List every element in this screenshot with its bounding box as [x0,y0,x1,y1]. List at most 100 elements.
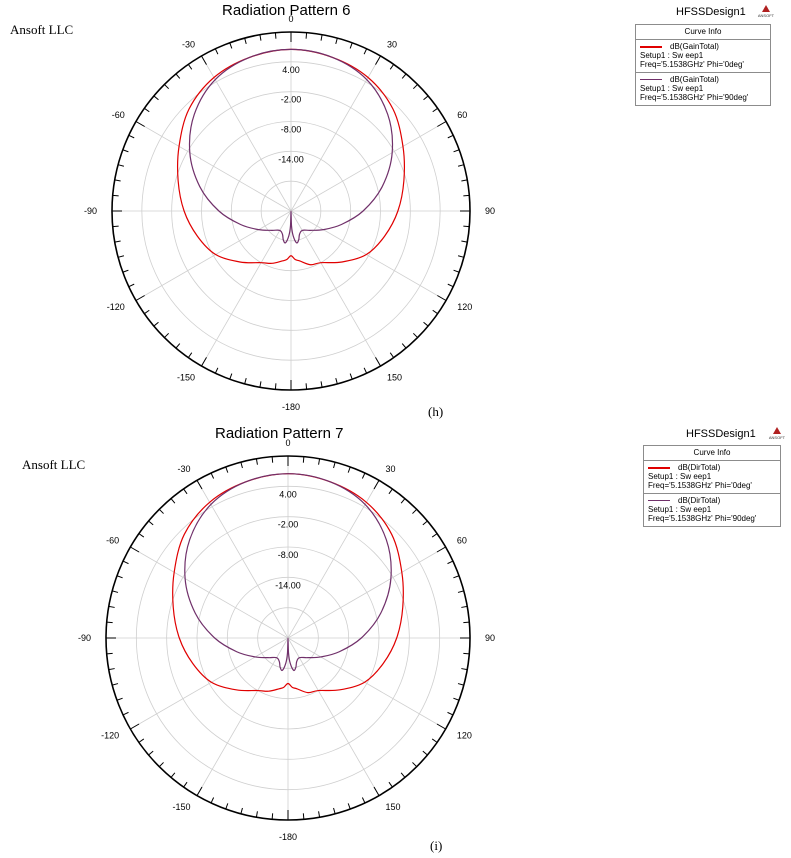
angle-tick [106,621,113,624]
angle-tick [423,95,429,101]
angle-tick [164,332,170,338]
angle-tick [135,295,145,301]
angle-tick [210,472,215,479]
grid-spoke [287,637,380,796]
radial-tick-label: -8.00 [278,550,299,560]
angle-tick [437,121,447,127]
angle-tick [453,269,460,273]
angle-ticks [112,32,470,390]
angle-tick [447,560,454,565]
angle-tick [196,480,203,490]
angle-tick [302,813,305,820]
angle-tick [349,373,353,380]
angle-tick [148,750,154,756]
angle-tick [122,560,129,565]
grid-spoke [135,210,292,301]
angle-tick [375,357,381,367]
angle-tick [214,367,219,374]
angle-tick [463,194,470,197]
angle-tick [274,32,277,39]
angle-tick [108,668,115,671]
angle-tick-label: 0 [288,14,293,24]
angle-tick-label: 150 [387,372,402,382]
series-line [176,48,406,266]
angle-tick [144,309,150,315]
angle-tick [244,37,247,45]
angle-tick [447,134,454,139]
grid-spoke [287,480,380,639]
legend-swatch [640,46,662,48]
grid-spoke [135,121,292,212]
angle-tick-label: -90 [78,633,91,643]
angle-tick [225,466,229,473]
grid-spoke [290,55,381,212]
angle-tick [271,813,274,820]
legend-title: Curve Info [636,25,770,40]
angle-tick-label: 150 [386,802,401,812]
logo-text: ANSOFT [758,13,775,18]
legend: Curve Info dB(GainTotal) Setup1 : Sw eep… [635,24,771,106]
radial-tick-label: -8.00 [281,125,302,135]
angle-tick [210,797,215,804]
angle-tick [375,55,381,65]
grid-spoke [290,210,447,301]
radial-tick-label: -2.00 [281,95,302,105]
angle-tick [412,508,418,514]
angle-tick [388,488,393,495]
angle-tick [158,762,164,768]
angle-tick [112,225,119,228]
angle-tick [373,480,380,490]
angle-tick [153,321,159,327]
angle-tick-label: -60 [112,110,125,120]
radial-tick-label: -14.00 [278,154,304,164]
legend-swatch [648,500,670,501]
panel-radiation-pattern-6: Radiation Pattern 6 Ansoft LLC HFSSDesig… [0,0,791,428]
angle-tick [461,605,468,608]
grid-spoke [196,637,289,796]
angle-tick [153,95,159,101]
angle-tick [112,590,119,593]
angle-tick [412,762,418,768]
angle-tick [320,34,323,41]
chart-title: Radiation Pattern 6 [222,2,351,19]
legend-entry: dB(GainTotal) Setup1 : Sw eep1 Freq='5.1… [636,40,770,73]
angle-tick [259,381,262,388]
angle-tick [196,786,203,796]
angle-tick [457,255,465,258]
legend-swatch [648,467,670,469]
angle-tick [255,458,258,465]
angle-tick [422,520,428,526]
angle-tick [363,367,368,374]
angle-tick [318,458,321,465]
angle-tick [108,605,115,608]
angle-tick [335,377,338,385]
angle-tick-label: -90 [84,206,97,216]
angle-tick [183,488,188,495]
angle-tick [461,668,468,671]
angle-tick [463,621,470,624]
angle-tick [412,332,418,338]
radial-tick-label: -2.00 [278,520,299,530]
angle-tick [259,34,262,41]
grid-spoke [130,546,289,639]
angle-tick [361,472,366,479]
angle-tick [114,240,121,243]
angle-tick [436,546,446,553]
angle-tick-label: -120 [101,731,119,741]
angle-tick [201,357,207,367]
polar-chart: 0 30 60 90 120 150 -180 -150 -120 -90 -60 -30 4.00 -2… [78,438,495,842]
angle-tick [271,456,274,463]
angle-tick-label: 90 [485,206,495,216]
legend-freq: Freq='5.1538GHz' Phi='90deg' [640,93,749,102]
angle-tick [389,352,395,358]
polar-chart: 0 30 60 90 120 150 -180 -150 -120 -90 -60 -30 4.00 -2… [84,14,495,412]
series-line [172,473,404,694]
angle-tick [225,803,229,810]
angle-tick-label: -30 [182,40,195,50]
angle-tick [117,164,125,167]
legend: Curve Info dB(DirTotal) Setup1 : Sw eep1… [643,445,781,527]
angle-tick [432,107,438,113]
grid-spoke [290,210,381,367]
legend-setup: Setup1 : Sw eep1 [648,505,712,514]
angle-tick-label: 120 [457,302,472,312]
